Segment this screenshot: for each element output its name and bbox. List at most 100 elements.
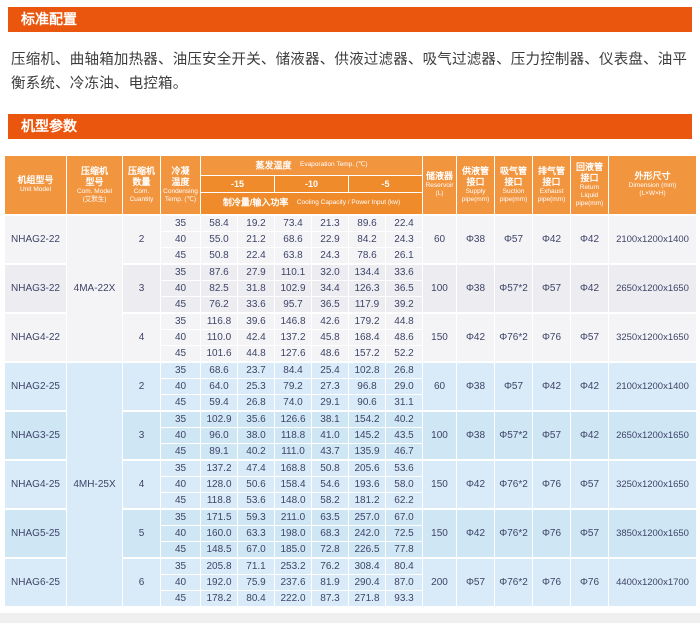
capacity-power-value-cell: 40.2 bbox=[384, 409, 424, 428]
com-model-cell: 4MA-22X bbox=[66, 213, 123, 362]
exhaust-pipe-cell: Φ76 bbox=[532, 458, 572, 509]
condensing-temp-cell: 45 bbox=[160, 393, 201, 411]
capacity-power-value-cell: 290.4 bbox=[348, 573, 386, 591]
capacity-power-value-cell: 89.6 bbox=[348, 213, 386, 232]
capacity-power-value-cell: 87.0 bbox=[384, 573, 424, 591]
condensing-temp-cell: 45 bbox=[160, 442, 201, 460]
capacity-power-value-cell: 59.3 bbox=[237, 507, 275, 526]
col-header-reservoir: 储液器 Reservoir (L) bbox=[422, 155, 458, 215]
unit-model-cell: NHAG5-25 bbox=[4, 507, 67, 558]
suction-pipe-cell: Φ57 bbox=[494, 360, 534, 411]
capacity-power-value-cell: 21.3 bbox=[311, 213, 349, 232]
capacity-power-value-cell: 74.0 bbox=[274, 393, 312, 411]
capacity-power-value-cell: 59.4 bbox=[200, 393, 238, 411]
capacity-power-value-cell: 35.6 bbox=[237, 409, 275, 428]
capacity-power-value-cell: 111.0 bbox=[274, 442, 312, 460]
spec-table: 机组型号 Unit Model 压缩机 型号 Com. Model (艾默生) … bbox=[4, 155, 698, 607]
condensing-temp-cell: 45 bbox=[160, 540, 201, 558]
reservoir-cell: 150 bbox=[422, 311, 458, 362]
capacity-power-value-cell: 50.6 bbox=[237, 475, 275, 493]
return-liquid-pipe-cell: Φ57 bbox=[570, 458, 610, 509]
table-row: 40 160.0 63.3 198.0 68.3 242.0 72.5 bbox=[5, 524, 697, 542]
capacity-power-value-cell: 43.7 bbox=[311, 442, 349, 460]
capacity-power-value-cell: 25.4 bbox=[311, 360, 349, 379]
capacity-power-value-cell: 68.6 bbox=[274, 230, 312, 248]
capacity-power-value-cell: 53.6 bbox=[237, 491, 275, 509]
capacity-power-value-cell: 118.8 bbox=[274, 426, 312, 444]
dimension-cell: 2650x1200x1650 bbox=[608, 262, 698, 313]
capacity-power-value-cell: 137.2 bbox=[274, 328, 312, 346]
capacity-power-value-cell: 158.4 bbox=[274, 475, 312, 493]
col-header-com-model: 压缩机 型号 Com. Model (艾默生) bbox=[66, 155, 123, 215]
col-header-return-liquid-pipe: 回液管 接口 Return Liquid pipe(mm) bbox=[570, 155, 610, 215]
unit-model-cell: NHAG4-25 bbox=[4, 458, 67, 509]
suction-pipe-cell: Φ76*2 bbox=[494, 556, 534, 607]
capacity-power-value-cell: 171.5 bbox=[200, 507, 238, 526]
capacity-power-value-cell: 67.0 bbox=[237, 540, 275, 558]
capacity-power-value-cell: 80.4 bbox=[237, 589, 275, 607]
return-liquid-pipe-cell: Φ42 bbox=[570, 360, 610, 411]
table-row: 40 110.0 42.4 137.2 45.8 168.4 48.6 bbox=[5, 328, 697, 346]
unit-model-cell: NHAG6-25 bbox=[4, 556, 67, 607]
compressor-quantity-cell: 5 bbox=[122, 507, 161, 558]
return-liquid-pipe-cell: Φ57 bbox=[570, 311, 610, 362]
capacity-power-value-cell: 126.6 bbox=[274, 409, 312, 428]
condensing-temp-cell: 40 bbox=[160, 377, 201, 395]
dimension-cell: 3250x1200x1650 bbox=[608, 458, 698, 509]
col-header-suction-pipe: 吸气管 接口 Suction pipe(mm) bbox=[494, 155, 534, 215]
spec-table-body: NHAG2-22 4MA-22X 2 35 58.4 19.2 73.4 21.3 89.6 22… bbox=[4, 213, 698, 607]
capacity-power-value-cell: 29.1 bbox=[311, 393, 349, 411]
capacity-power-value-cell: 110.0 bbox=[200, 328, 238, 346]
capacity-power-value-cell: 32.0 bbox=[311, 262, 349, 281]
evap-temp-minus5-header: -5 bbox=[347, 175, 424, 193]
capacity-power-value-cell: 45.8 bbox=[311, 328, 349, 346]
capacity-power-value-cell: 64.0 bbox=[200, 377, 238, 395]
capacity-power-value-cell: 237.6 bbox=[274, 573, 312, 591]
suction-pipe-cell: Φ76*2 bbox=[494, 458, 534, 509]
condensing-temp-cell: 35 bbox=[160, 360, 201, 379]
table-row: 45 76.2 33.6 95.7 36.5 117.9 39.2 bbox=[5, 295, 697, 313]
capacity-power-value-cell: 128.0 bbox=[200, 475, 238, 493]
capacity-power-value-cell: 29.0 bbox=[384, 377, 424, 395]
supply-pipe-cell: Φ38 bbox=[456, 409, 496, 460]
capacity-power-value-cell: 52.2 bbox=[384, 344, 424, 362]
dimension-cell: 3250x1200x1650 bbox=[608, 311, 698, 362]
capacity-power-value-cell: 102.9 bbox=[274, 279, 312, 297]
capacity-power-value-cell: 54.6 bbox=[311, 475, 349, 493]
capacity-power-value-cell: 71.1 bbox=[237, 556, 275, 575]
table-row: NHAG2-25 4MH-25X 2 35 68.6 23.7 84.4 25.4 102.8 2… bbox=[4, 360, 698, 607]
spec-table-header: 机组型号 Unit Model 压缩机 型号 Com. Model (艾默生) … bbox=[4, 155, 698, 215]
capacity-power-value-cell: 73.4 bbox=[274, 213, 312, 232]
unit-model-cell: NHAG3-25 bbox=[4, 409, 67, 460]
supply-pipe-cell: Φ42 bbox=[456, 311, 496, 362]
suction-pipe-cell: Φ76*2 bbox=[494, 507, 534, 558]
dimension-cell: 2100x1200x1400 bbox=[608, 360, 698, 411]
capacity-power-value-cell: 93.3 bbox=[384, 589, 424, 607]
section-title: 标准配置 bbox=[21, 11, 77, 27]
condensing-temp-cell: 45 bbox=[160, 491, 201, 509]
capacity-power-value-cell: 72.5 bbox=[384, 524, 424, 542]
capacity-power-value-cell: 26.8 bbox=[237, 393, 275, 411]
capacity-power-value-cell: 33.6 bbox=[384, 262, 424, 281]
condensing-temp-cell: 35 bbox=[160, 262, 201, 281]
capacity-power-value-cell: 46.7 bbox=[384, 442, 424, 460]
condensing-temp-cell: 40 bbox=[160, 328, 201, 346]
table-row: NHAG2-22 4MA-22X 2 35 58.4 19.2 73.4 21.3 89.6 22… bbox=[4, 213, 698, 362]
table-row: 45 178.2 80.4 222.0 87.3 271.8 93.3 bbox=[5, 589, 697, 607]
condensing-temp-cell: 35 bbox=[160, 311, 201, 330]
capacity-power-value-cell: 78.6 bbox=[348, 246, 386, 264]
compressor-quantity-cell: 4 bbox=[122, 458, 161, 509]
capacity-power-value-cell: 193.6 bbox=[348, 475, 386, 493]
capacity-power-value-cell: 39.6 bbox=[237, 311, 275, 330]
condensing-temp-cell: 45 bbox=[160, 344, 201, 362]
condensing-temp-cell: 45 bbox=[160, 589, 201, 607]
capacity-power-value-cell: 96.8 bbox=[348, 377, 386, 395]
capacity-power-value-cell: 48.6 bbox=[311, 344, 349, 362]
supply-pipe-cell: Φ57 bbox=[456, 556, 496, 607]
capacity-power-value-cell: 160.0 bbox=[200, 524, 238, 542]
section-header-model-params: 机型参数 bbox=[8, 114, 692, 139]
table-row: NHAG3-25 3 35 102.9 35.6 126.6 38.1 154.2 40.2 10… bbox=[4, 409, 698, 460]
table-row: 40 64.0 25.3 79.2 27.3 96.8 29.0 bbox=[5, 377, 697, 395]
capacity-power-value-cell: 178.2 bbox=[200, 589, 238, 607]
suction-pipe-cell: Φ57*2 bbox=[494, 262, 534, 313]
